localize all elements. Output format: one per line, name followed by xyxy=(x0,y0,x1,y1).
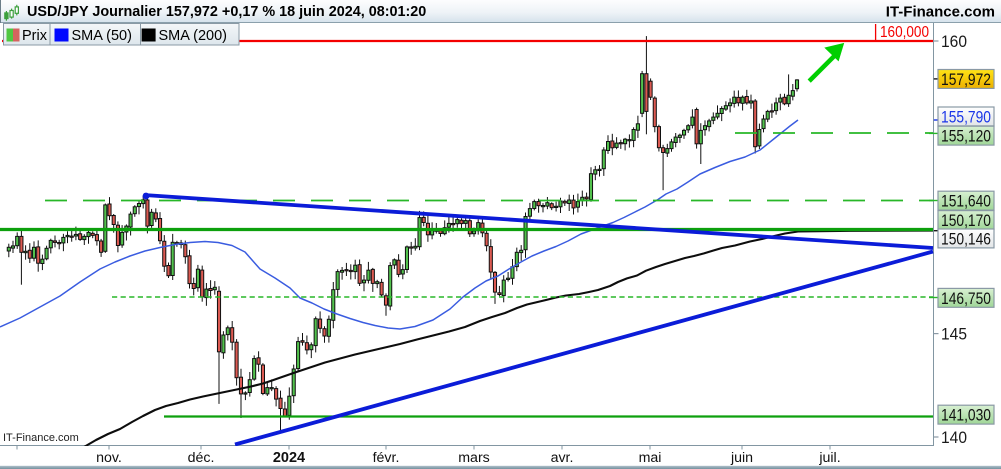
svg-text:USD/JPY Journalier 157,972 +0,: USD/JPY Journalier 157,972 +0,17 % 18 ju… xyxy=(27,4,426,20)
svg-text:141,030: 141,030 xyxy=(941,406,991,425)
svg-text:157,972: 157,972 xyxy=(941,70,991,89)
svg-text:155,120: 155,120 xyxy=(941,127,991,146)
svg-text:146,750: 146,750 xyxy=(941,289,991,308)
svg-text:févr.: févr. xyxy=(373,450,400,466)
svg-text:juil.: juil. xyxy=(818,450,840,466)
svg-text:SMA (50): SMA (50) xyxy=(72,28,132,44)
svg-text:155,790: 155,790 xyxy=(941,108,991,127)
svg-text:145: 145 xyxy=(941,325,967,344)
svg-text:juin: juin xyxy=(730,450,753,466)
svg-text:avr.: avr. xyxy=(551,450,574,466)
svg-text:150,146: 150,146 xyxy=(941,229,991,248)
svg-text:déc.: déc. xyxy=(188,450,215,466)
svg-text:160: 160 xyxy=(941,32,967,51)
svg-text:IT-Finance.com: IT-Finance.com xyxy=(3,432,79,444)
svg-text:160,000: 160,000 xyxy=(880,24,929,41)
svg-text:mars: mars xyxy=(458,450,490,466)
svg-text:140: 140 xyxy=(941,428,967,447)
svg-text:mai: mai xyxy=(639,450,662,466)
svg-text:151,640: 151,640 xyxy=(941,192,991,211)
svg-text:Prix: Prix xyxy=(22,28,48,44)
svg-text:IT-Finance.com: IT-Finance.com xyxy=(886,4,995,21)
svg-text:2024: 2024 xyxy=(273,450,305,466)
svg-text:150,170: 150,170 xyxy=(941,211,991,230)
svg-text:nov.: nov. xyxy=(96,450,122,466)
svg-text:SMA (200): SMA (200) xyxy=(159,28,228,44)
